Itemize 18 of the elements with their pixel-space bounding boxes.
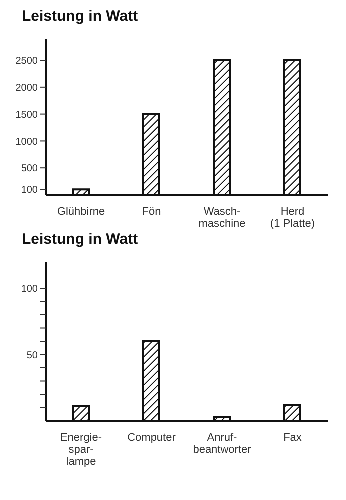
x-tick-label: Glühbirne [57,206,106,218]
y-tick-label: 50 [26,350,38,362]
x-tick-label: Wasch- maschine [198,206,246,230]
x-tick-label: Anruf- beantworter [193,432,252,456]
y-tick-label: 100 [21,284,38,296]
x-tick-label: Computer [128,432,176,444]
y-tick-label: 2500 [16,56,38,68]
y-axis-title: Leistung in Watt [22,231,140,248]
y-tick-label: 500 [21,164,38,175]
y-tick-label: 100 [21,185,38,196]
y-tick-label: 2000 [16,82,38,94]
x-tick-label: Energie- spar- lampe [60,432,102,468]
x-tick-label: Fax [284,432,302,444]
y-tick-label: 1500 [16,110,38,121]
x-tick-label: Herd (1 Platte) [270,206,316,230]
y-tick-label: 1000 [16,136,38,148]
y-axis-title: Leistung in Watt [22,8,140,25]
x-tick-label: Fön [142,206,162,218]
